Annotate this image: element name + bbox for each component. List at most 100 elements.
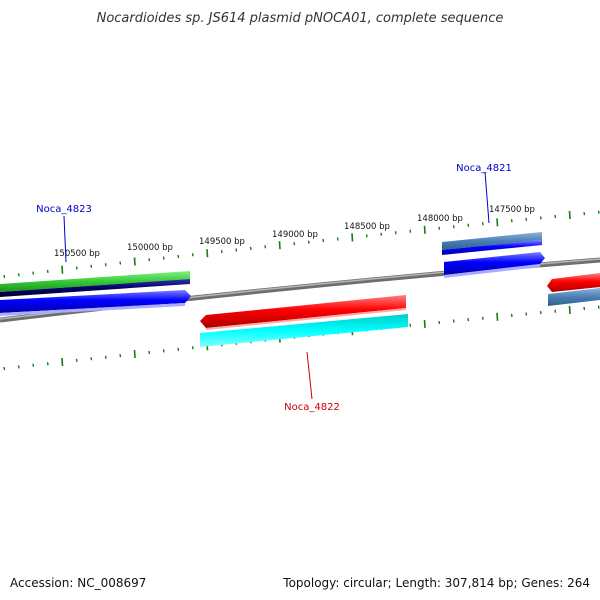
inner-ring-minor-tick [162,349,165,353]
feature-blue-arrow-shadow [444,264,540,278]
gene-label-noca-4821[interactable]: Noca_4821 [456,163,512,224]
inner-ring-minor-tick [409,323,412,327]
feature-offscreen-steel[interactable] [548,288,600,306]
gene-noca-4822-features[interactable] [200,295,408,347]
outer-ring-minor-tick [293,242,296,246]
gene-noca-4821-features[interactable] [442,232,600,306]
label-noca-4822[interactable]: Noca_4822 [284,402,340,413]
label-noca-4821[interactable]: Noca_4821 [456,163,512,174]
inner-ring-minor-tick [17,365,20,369]
map-title: Nocardioides sp. JS614 plasmid pNOCA01, … [97,11,504,26]
cds-offscreen-red[interactable] [547,273,600,292]
inner-ring-major-tick [61,357,64,367]
feature-blue-arrow[interactable] [444,252,545,275]
accession-text: Accession: NC_008697 [10,576,146,590]
outer-ring-minor-tick [119,261,122,265]
outer-ring-major-tick [206,249,209,258]
leader-line-noca-4821 [484,171,490,224]
feature-navy-bar[interactable] [0,279,190,297]
outer-ring-minor-tick [583,211,586,216]
inner-ring-minor-tick [177,347,180,352]
outer-ring-minor-tick [539,216,542,220]
outer-ring-minor-tick [17,273,20,277]
inner-ring-minor-tick [3,366,6,371]
inner-ring-minor-tick [191,346,194,350]
outer-ring-minor-tick [162,256,165,260]
inner-ring-minor-tick [46,362,49,366]
ruler-label-149500: 149500 bp [199,237,245,247]
label-noca-4823[interactable]: Noca_4823 [36,204,92,215]
outer-ring-minor-tick [554,214,557,219]
outer-ring-minor-tick [380,232,383,236]
outer-ring-minor-tick [322,238,325,243]
outer-ring-minor-tick [264,245,267,249]
feature-green-bar[interactable] [0,271,190,292]
outer-ring-minor-tick [525,217,528,222]
outer-ring-minor-tick [307,240,310,244]
inner-ring-minor-tick [90,357,93,361]
outer-ring-minor-tick [336,237,339,241]
outer-ring-minor-tick [438,226,441,230]
cds-noca-4823-shadow [0,303,185,316]
inner-ring-minor-tick [32,363,35,367]
inner-ring-major-tick [496,312,499,321]
inner-ring-minor-tick [467,317,470,322]
inner-ring-minor-tick [525,312,528,316]
outer-ring-major-tick [568,210,571,220]
ruler-label-148000: 148000 bp [417,214,463,224]
inner-ring-minor-tick [597,305,600,309]
outer-ring-minor-tick [452,225,455,229]
outer-ring-major-tick [133,257,136,266]
cds-noca-4822[interactable] [200,295,406,328]
inner-ring-minor-tick [104,355,107,359]
outer-ring-minor-tick [46,269,49,274]
feature-steel-bar[interactable] [442,232,542,250]
inner-ring-minor-tick [510,313,513,318]
outer-ring-major-tick [423,225,426,234]
outer-ring-major-tick [278,241,281,250]
ruler-labels: 150500 bp 150000 bp 149500 bp 149000 bp … [54,205,535,259]
outer-ring-minor-tick [191,253,194,257]
gene-label-noca-4823[interactable]: Noca_4823 [36,204,92,263]
outer-ring-minor-tick [75,266,78,270]
inner-ring-major-tick [568,305,571,314]
feature-cyan-bar[interactable] [200,314,408,347]
ruler-label-147500: 147500 bp [489,205,535,215]
outer-ring-minor-tick [394,231,397,235]
outer-ring-minor-tick [220,249,223,254]
outer-ring-minor-tick [409,229,412,233]
ruler-label-148500: 148500 bp [344,222,390,232]
outer-ring-minor-tick [32,271,35,275]
ruler-label-149000: 149000 bp [272,230,318,240]
cds-noca-4822-shadow [206,308,406,330]
ruler-label-150000: 150000 bp [127,243,173,253]
inner-ring-minor-tick [438,320,441,325]
inner-ring-minor-tick [554,309,557,313]
cds-noca-4821[interactable] [442,240,542,255]
inner-ring-major-tick [423,319,426,328]
inner-ring-major-tick [133,350,136,359]
outer-ring-minor-tick [177,254,180,259]
outer-ring-minor-tick [365,234,368,238]
leader-line-noca-4823 [63,215,67,263]
gene-label-noca-4822[interactable]: Noca_4822 [284,351,340,413]
inner-ring-minor-tick [119,353,122,358]
leader-line-noca-4822 [306,351,313,400]
inner-ring-minor-tick [481,316,484,320]
outer-ring-minor-tick [104,263,107,267]
outer-ring-minor-tick [510,219,513,223]
outer-ring-minor-tick [481,222,484,226]
outer-ring-minor-tick [467,223,470,227]
outer-tick-ring [3,210,600,279]
outer-ring-minor-tick [90,264,93,269]
cds-noca-4823[interactable] [0,290,191,313]
outer-ring-minor-tick [235,248,238,252]
inner-ring-minor-tick [75,358,78,363]
outer-ring-minor-tick [597,210,600,214]
gene-noca-4823-features[interactable] [0,271,191,316]
inner-ring-minor-tick [452,319,455,323]
outer-ring-major-tick [61,265,64,274]
ruler-label-150500: 150500 bp [54,249,100,259]
inner-ring-minor-tick [148,350,151,355]
